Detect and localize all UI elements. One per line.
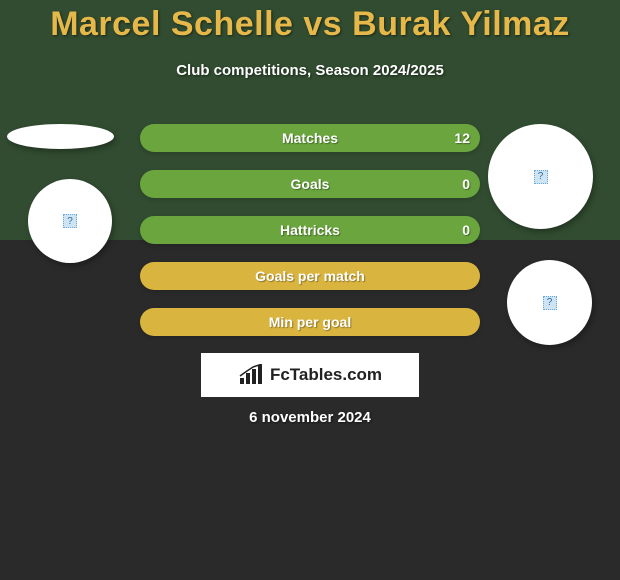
- image-placeholder-icon: ?: [543, 296, 557, 310]
- stat-row: Goals per match: [140, 262, 480, 290]
- comparison-infographic: Marcel Schelle vs Burak Yilmaz Club comp…: [0, 0, 620, 580]
- stat-right-value: 12: [454, 130, 470, 146]
- stat-label: Matches: [282, 130, 338, 146]
- footer-brand-text: FcTables.com: [270, 365, 382, 385]
- snapshot-date: 6 november 2024: [0, 409, 620, 426]
- stat-right-value: 0: [462, 222, 470, 238]
- stat-row: Min per goal: [140, 308, 480, 336]
- image-placeholder-icon: ?: [534, 170, 548, 184]
- stat-row: Hattricks 0: [140, 216, 480, 244]
- left-top-ellipse: [7, 124, 114, 149]
- right-top-circle: ?: [488, 124, 593, 229]
- left-bottom-circle: ?: [28, 179, 112, 263]
- right-bottom-circle: ?: [507, 260, 592, 345]
- page-subtitle: Club competitions, Season 2024/2025: [0, 62, 620, 79]
- stat-row: Matches 12: [140, 124, 480, 152]
- stat-label: Min per goal: [269, 314, 351, 330]
- stat-label: Goals: [291, 176, 330, 192]
- image-placeholder-icon: ?: [63, 214, 77, 228]
- page-title: Marcel Schelle vs Burak Yilmaz: [0, 5, 620, 44]
- bar-chart-icon: [238, 364, 264, 386]
- stat-right-value: 0: [462, 176, 470, 192]
- stat-label: Goals per match: [255, 268, 365, 284]
- footer-branding: FcTables.com: [201, 353, 419, 397]
- stat-row: Goals 0: [140, 170, 480, 198]
- stat-label: Hattricks: [280, 222, 340, 238]
